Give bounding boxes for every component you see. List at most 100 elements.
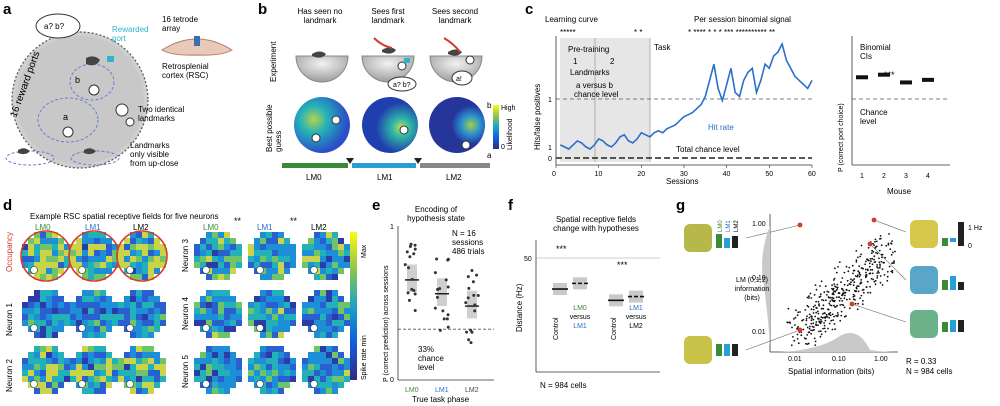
g-scatter-point	[818, 330, 820, 333]
d-heatmap-cell	[272, 358, 278, 364]
d-heatmap-cell	[28, 370, 34, 376]
d-heatmap-cell	[58, 268, 64, 274]
d-heatmap-cell	[254, 256, 260, 262]
d-heatmap-cell	[154, 262, 160, 268]
g-scatter-point	[818, 303, 820, 306]
g-scatter-point	[865, 275, 868, 277]
d-lm0-label-left: LM0	[35, 223, 51, 232]
d-heatmap-cell	[254, 352, 260, 358]
g-scatter-point	[852, 272, 854, 275]
d-heatmap-cell	[46, 332, 52, 338]
g-scatter-point	[861, 289, 864, 291]
g-scatter-point	[865, 271, 867, 274]
d-heatmap-cell	[230, 268, 236, 274]
d-heatmap-cell	[290, 370, 296, 376]
d-heatmap-cell	[142, 262, 148, 268]
d-heatmap-cell	[284, 302, 290, 308]
g-scatter-point	[837, 292, 840, 295]
d-heatmap-cell	[106, 382, 112, 388]
d-heatmap-cell	[124, 250, 130, 256]
d-heatmap-cell	[224, 346, 230, 352]
d-heatmap-cell	[94, 256, 100, 262]
d-heatmap-cell	[112, 364, 118, 370]
d-heatmap-cell	[94, 320, 100, 326]
d-heatmap-cell	[272, 346, 278, 352]
d-landmark-marker	[202, 266, 210, 274]
e-session-point	[471, 280, 475, 284]
g-scatter-points	[786, 217, 896, 347]
two-landmarks-label: Two identical landmarks	[138, 105, 184, 123]
g-scatter-point	[869, 258, 872, 260]
d-heatmap-cell	[100, 346, 106, 352]
d-heatmap-cell	[112, 358, 118, 364]
g-scatter-point	[796, 333, 799, 336]
d-heatmap-cell	[236, 302, 242, 308]
phase-label-lm1: LM1	[377, 173, 393, 182]
binomial-xtick-label: 2	[882, 173, 886, 180]
d-heatmap-cell	[212, 364, 218, 370]
map-marker-b: b	[487, 101, 492, 110]
d-heatmap-cell	[40, 382, 46, 388]
d-heatmap-cell	[236, 358, 242, 364]
g-scatter-point	[830, 319, 833, 322]
d-heatmap-cell	[272, 238, 278, 244]
d-heatmap-cell	[82, 352, 88, 358]
g-scatter-point	[822, 299, 825, 302]
c-ytick-2: 1	[548, 145, 552, 152]
d-heatmap-cell	[88, 296, 94, 302]
b-row-label-guess: Best possibleguess	[265, 104, 283, 152]
d-heatmap-cell	[124, 320, 130, 326]
d-heatmap-cell	[112, 256, 118, 262]
d-landmark-marker	[310, 380, 318, 388]
d-heatmap-cell	[94, 238, 100, 244]
d-heatmap-cell	[106, 314, 112, 320]
d-heatmap-cell	[278, 290, 284, 296]
d-heatmap-cell	[34, 238, 40, 244]
d-heatmap-cell	[290, 244, 296, 250]
d-heatmap-cell	[230, 256, 236, 262]
g-scatter-point	[859, 282, 862, 285]
d-heatmap-cell	[278, 296, 284, 302]
d-heatmap-cell	[338, 370, 344, 376]
visibility-zone-2	[70, 150, 120, 166]
likelihood-label: Likelihood	[507, 118, 514, 150]
g-scatter-point	[876, 240, 878, 243]
d-heatmap-cell	[266, 346, 272, 352]
d-heatmap-cell	[118, 314, 124, 320]
g-scale-bottom: 0	[968, 243, 972, 250]
d-heatmap-cell	[302, 308, 308, 314]
d-heatmap-cell	[332, 238, 338, 244]
panel-letter-g: g	[676, 197, 685, 214]
d-heatmap-cell	[338, 296, 344, 302]
c-ylabel: Hits/false positives	[533, 84, 542, 150]
g-scatter-point	[855, 259, 858, 262]
d-heatmap-cell	[94, 308, 100, 314]
g-scatter-point	[815, 288, 818, 291]
g-scatter-point	[873, 244, 875, 247]
d-heatmap-cell	[314, 388, 320, 394]
d-heatmap-cell	[266, 370, 272, 376]
d-heatmap-cell	[22, 376, 28, 382]
d-heatmap-cell	[272, 262, 278, 268]
mouse-icon-small-2	[84, 148, 96, 155]
d-heatmap-cell	[254, 314, 260, 320]
g-scatter-point	[829, 311, 832, 314]
d-heatmap-cell	[130, 308, 136, 314]
d-heatmap-cell	[290, 376, 296, 382]
d-heatmap-cell	[76, 262, 82, 268]
d-heatmap-cell	[28, 376, 34, 382]
d-heatmap-cell	[314, 358, 320, 364]
g-scatter-point	[828, 312, 830, 315]
d-heatmap-cell	[46, 238, 52, 244]
d-heatmap-cell	[266, 358, 272, 364]
g-scatter-point	[874, 240, 876, 243]
d-heatmap-cell	[40, 314, 46, 320]
d-heatmap-cell	[142, 382, 148, 388]
d-heatmap-cell	[52, 332, 58, 338]
d-heatmap-cell	[28, 250, 34, 256]
d-heatmap-cell	[124, 376, 130, 382]
binomial-ci-mark	[922, 77, 934, 82]
e-chance-label: 33% chance level	[418, 345, 444, 372]
d-heatmap-cell	[212, 314, 218, 320]
d-heatmap-cell	[130, 232, 136, 238]
